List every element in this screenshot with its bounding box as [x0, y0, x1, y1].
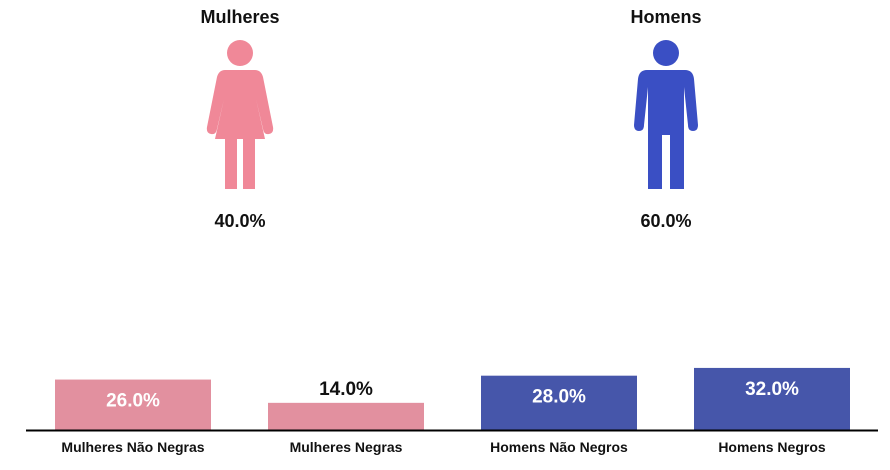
category-label-0: Mulheres Não Negras [61, 439, 204, 455]
male-icon [634, 40, 698, 189]
bar-0 [55, 379, 211, 430]
women-percent: 40.0% [214, 211, 266, 231]
bar-3 [694, 367, 850, 430]
men-percent: 60.0% [640, 211, 692, 231]
female-icon [206, 40, 274, 189]
women-group: Mulheres 40.0% [140, 0, 340, 232]
women-title: Mulheres [200, 7, 280, 27]
bar-1 [268, 402, 424, 430]
category-label-3: Homens Negros [718, 439, 826, 455]
bar-value-label-2: 28.0% [532, 387, 586, 408]
bar-value-label-3: 32.0% [745, 379, 799, 400]
category-label-1: Mulheres Negras [290, 439, 403, 455]
category-label-2: Homens Não Negros [490, 439, 628, 455]
men-group: Homens 60.0% [566, 0, 766, 232]
bar-2 [481, 375, 637, 430]
bar-value-label-0: 26.0% [106, 391, 160, 412]
men-title: Homens [630, 7, 702, 27]
bar-value-label-1: 14.0% [319, 379, 373, 400]
